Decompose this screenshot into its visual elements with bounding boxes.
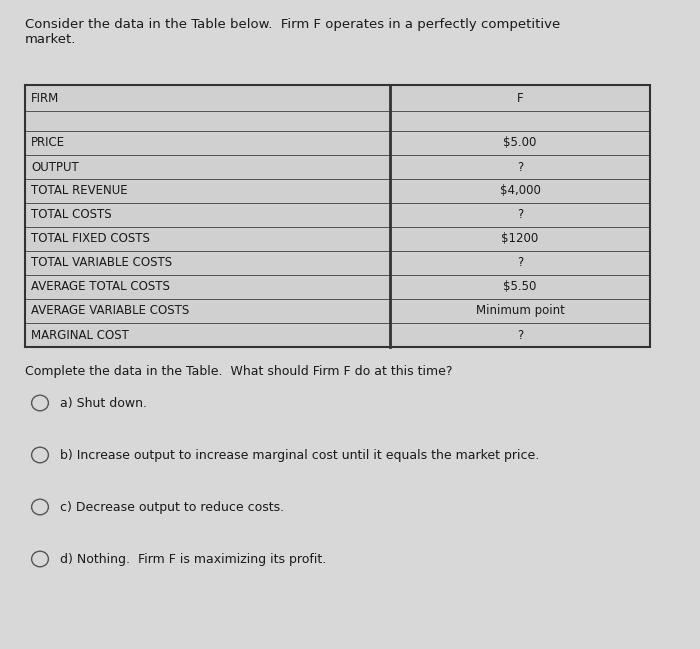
Text: OUTPUT: OUTPUT: [31, 160, 78, 173]
Text: ?: ?: [517, 208, 523, 221]
Text: MARGINAL COST: MARGINAL COST: [31, 328, 129, 341]
Text: Consider the data in the Table below.  Firm F operates in a perfectly competitiv: Consider the data in the Table below. Fi…: [25, 18, 560, 46]
Text: Complete the data in the Table.  What should Firm F do at this time?: Complete the data in the Table. What sho…: [25, 365, 452, 378]
Text: TOTAL FIXED COSTS: TOTAL FIXED COSTS: [31, 232, 150, 245]
Bar: [25, 85, 390, 111]
Bar: [25, 323, 390, 347]
Text: ?: ?: [517, 160, 523, 173]
Bar: [390, 227, 650, 251]
Text: TOTAL REVENUE: TOTAL REVENUE: [31, 184, 127, 197]
Text: AVERAGE VARIABLE COSTS: AVERAGE VARIABLE COSTS: [31, 304, 189, 317]
Text: $5.00: $5.00: [503, 136, 537, 149]
Text: F: F: [517, 92, 524, 104]
Bar: [25, 299, 390, 323]
Bar: [390, 323, 650, 347]
Text: c) Decrease output to reduce costs.: c) Decrease output to reduce costs.: [60, 500, 284, 513]
Text: FIRM: FIRM: [31, 92, 60, 104]
Text: d) Nothing.  Firm F is maximizing its profit.: d) Nothing. Firm F is maximizing its pro…: [60, 552, 326, 565]
Bar: [25, 275, 390, 299]
Text: $4,000: $4,000: [500, 184, 540, 197]
Text: PRICE: PRICE: [31, 136, 65, 149]
Bar: [25, 251, 390, 275]
Bar: [390, 275, 650, 299]
Bar: [390, 111, 650, 131]
Text: Minimum point: Minimum point: [475, 304, 564, 317]
Bar: [25, 131, 390, 155]
Text: $5.50: $5.50: [503, 280, 537, 293]
Text: TOTAL VARIABLE COSTS: TOTAL VARIABLE COSTS: [31, 256, 172, 269]
Bar: [25, 179, 390, 203]
Text: ?: ?: [517, 328, 523, 341]
Text: ?: ?: [517, 256, 523, 269]
Bar: [390, 203, 650, 227]
Bar: [25, 227, 390, 251]
Text: AVERAGE TOTAL COSTS: AVERAGE TOTAL COSTS: [31, 280, 170, 293]
Bar: [390, 85, 650, 111]
Bar: [390, 155, 650, 179]
Text: $1200: $1200: [501, 232, 538, 245]
Text: TOTAL COSTS: TOTAL COSTS: [31, 208, 111, 221]
Bar: [390, 179, 650, 203]
Text: b) Increase output to increase marginal cost until it equals the market price.: b) Increase output to increase marginal …: [60, 448, 539, 461]
Bar: [390, 299, 650, 323]
Bar: [25, 155, 390, 179]
Bar: [390, 251, 650, 275]
Bar: [25, 203, 390, 227]
Bar: [25, 111, 390, 131]
Bar: [390, 131, 650, 155]
Text: a) Shut down.: a) Shut down.: [60, 397, 147, 410]
